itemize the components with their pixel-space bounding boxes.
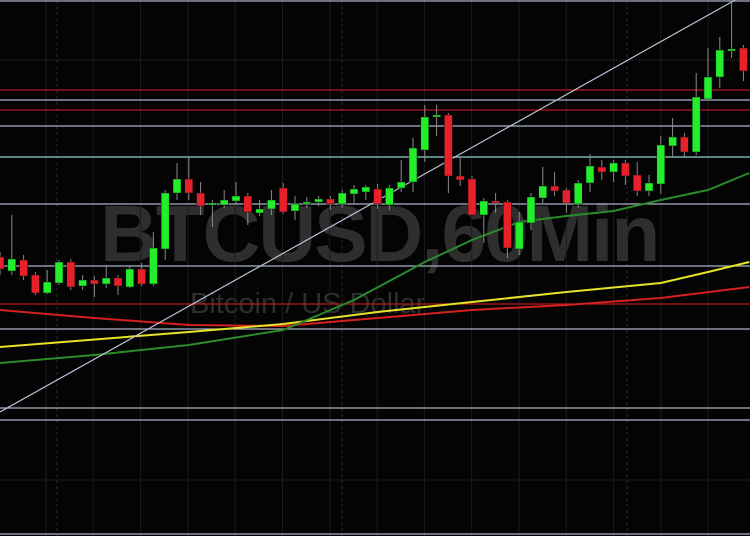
candle-down (326, 198, 335, 205)
candle-up (149, 247, 158, 285)
candle-up (408, 147, 418, 183)
candle-down (31, 274, 40, 294)
trendline (0, 0, 736, 413)
candle-up (727, 48, 736, 52)
candle-down (597, 166, 607, 173)
candle-down (19, 259, 28, 277)
candle-down (137, 268, 146, 285)
candle-up (314, 198, 323, 203)
candle-up (420, 116, 430, 151)
candle-up (101, 277, 111, 285)
candle-down (184, 178, 194, 194)
candle-down (562, 189, 571, 204)
candle-down (739, 47, 748, 72)
candle-up (573, 182, 583, 205)
candle-down (90, 279, 99, 285)
moving-average-green (0, 172, 750, 364)
candle-up (54, 261, 64, 284)
candle-down (0, 256, 5, 270)
candle-up (125, 268, 135, 288)
candle-up (160, 192, 170, 250)
candle-up (208, 202, 217, 206)
candle-down (373, 188, 382, 205)
candle-up (585, 165, 595, 184)
candle-up (538, 185, 548, 199)
candle-up (290, 203, 300, 212)
candle-down (278, 187, 288, 213)
candle-down (680, 136, 689, 153)
candle-up (514, 221, 524, 250)
candle-down (503, 201, 512, 249)
candle-down (455, 175, 465, 181)
candle-up (255, 208, 264, 214)
candle-down (632, 174, 642, 192)
candle-up (349, 188, 359, 195)
candle-up (361, 186, 371, 193)
candle-up (715, 49, 725, 78)
candle-up (172, 178, 182, 194)
candle-up (396, 181, 406, 189)
candle-up (656, 144, 666, 185)
candle-up (219, 199, 229, 206)
candle-down (491, 200, 500, 204)
moving-average-red (0, 286, 750, 328)
candle-up (691, 96, 701, 153)
candle-up (668, 136, 677, 147)
candle-up (432, 114, 441, 118)
candle-up (78, 279, 87, 287)
candle-up (385, 187, 394, 206)
candle-up (337, 192, 347, 205)
candle-down (444, 114, 453, 177)
candle-up (644, 182, 654, 192)
candle-down (243, 195, 253, 213)
candle-down (66, 261, 76, 288)
candle-up (267, 199, 276, 210)
candle-up (526, 196, 536, 224)
candle-up (42, 281, 52, 294)
candle-up (479, 200, 489, 216)
candle-down (467, 178, 477, 216)
candle-down (196, 192, 205, 207)
candle-down (550, 185, 559, 192)
candle-down (113, 277, 123, 287)
candle-down (621, 162, 630, 177)
candle-up (609, 162, 618, 173)
candle-up (302, 201, 312, 205)
candle-up (703, 76, 713, 100)
candle-up (231, 195, 241, 202)
moving-average-yellow (0, 261, 750, 348)
candle-up (7, 258, 17, 272)
